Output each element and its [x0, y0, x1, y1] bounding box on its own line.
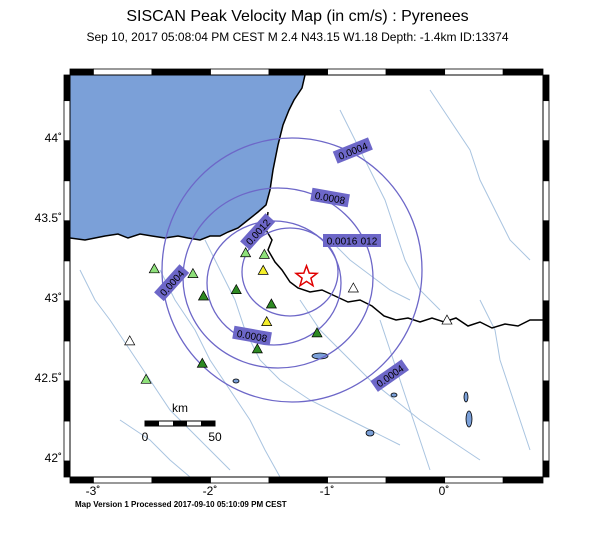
station-marker [148, 263, 160, 274]
lake [463, 391, 469, 403]
lat-tick-label: 44˚ [45, 131, 62, 145]
map-footer: Map Version 1 Processed 2017-09-10 05:10… [75, 500, 287, 509]
scale-bar-unit: km [172, 401, 188, 415]
station-marker [196, 357, 208, 368]
station-marker [124, 335, 136, 346]
station-marker [261, 315, 273, 326]
lon-tick-label: -1˚ [320, 484, 335, 498]
map-subtitle: Sep 10, 2017 05:08:04 PM CEST M 2.4 N43.… [86, 30, 509, 44]
svg-text:0.0012: 0.0012 [347, 237, 378, 248]
star-icon [293, 263, 320, 288]
station-marker [265, 298, 277, 309]
scale-bar-label: 0 [142, 430, 149, 444]
svg-text:0.0008: 0.0008 [236, 329, 268, 345]
scale-bar-label: 50 [208, 430, 222, 444]
contour-line [241, 227, 339, 317]
station-marker [197, 290, 210, 301]
station-marker [258, 248, 270, 259]
rivers [79, 89, 531, 477]
station-marker [347, 282, 359, 293]
station-marker [257, 264, 269, 275]
contour-label: 0.0008 [310, 187, 350, 208]
scale-bar: km 0 50 [142, 401, 222, 444]
contour-label: 0.0016 [323, 234, 361, 248]
contour-label: 0.0008 [232, 325, 272, 346]
lake [465, 410, 473, 428]
contour-line [161, 137, 423, 403]
station-marker [230, 283, 242, 294]
lake [390, 392, 398, 398]
svg-text:0.0008: 0.0008 [314, 191, 346, 207]
map-frame [63, 68, 550, 484]
lat-tick-label: 43.5˚ [35, 211, 62, 225]
sea-area [70, 75, 305, 240]
lat-tick-label: 42.5˚ [35, 371, 62, 385]
lon-tick-label: -2˚ [203, 484, 218, 498]
coastline [70, 75, 306, 241]
national-border [265, 211, 543, 329]
station-marker [251, 343, 263, 354]
lat-tick-label: 43˚ [45, 291, 62, 305]
lake [232, 378, 240, 384]
svg-text:0.0016: 0.0016 [327, 237, 358, 248]
lake [365, 429, 375, 437]
station-marker [187, 267, 199, 278]
station-marker [140, 373, 152, 384]
map-title: SISCAN Peak Velocity Map (in cm/s) : Pyr… [126, 8, 469, 25]
station-marker [311, 327, 323, 338]
stations [124, 247, 453, 384]
station-marker [240, 247, 252, 258]
lat-tick-label: 42˚ [45, 451, 62, 465]
lon-tick-label: 0˚ [439, 484, 450, 498]
lon-tick-label: -3˚ [86, 484, 101, 498]
station-marker [441, 314, 453, 325]
